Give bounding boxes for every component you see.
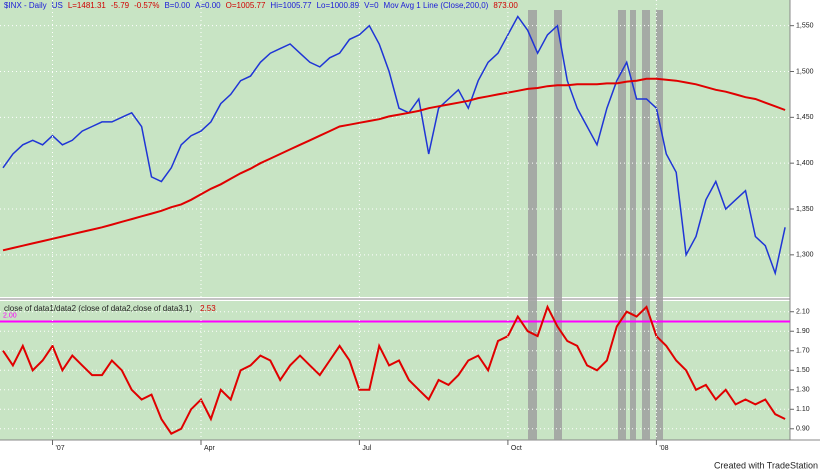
y-tick-label: 1,500: [796, 68, 814, 75]
header-item: US: [52, 1, 63, 10]
header-item: Hi=1005.77: [270, 1, 312, 10]
y-tick-label: 1,550: [796, 23, 814, 30]
highlight-bands: [528, 10, 663, 440]
y-tick-label: 1,350: [796, 206, 814, 213]
x-tick-label: Jul: [362, 445, 371, 452]
series-line: [2, 304, 786, 435]
band: [642, 10, 650, 440]
y-tick-label: 1.90: [796, 328, 810, 335]
header-item: A=0.00: [195, 1, 221, 10]
band: [656, 10, 663, 440]
indicator-title: close of data1/data2 (close of data2,clo…: [4, 304, 192, 313]
x-tick-label: Apr: [204, 445, 216, 452]
header-item: $INX - Daily: [4, 1, 47, 10]
y-tick-label: 1,300: [796, 252, 814, 259]
y-tick-label: 1.30: [796, 387, 810, 394]
y-tick-label: 0.90: [796, 426, 810, 433]
series-line: [2, 77, 786, 252]
x-tick-label: '07: [56, 445, 65, 452]
reference-label: 2.00: [3, 312, 17, 319]
y-tick-label: 1,400: [796, 160, 814, 167]
header-item: 873.00: [493, 1, 518, 10]
header-item: O=1005.77: [226, 1, 266, 10]
indicator-last-value: 2.53: [200, 304, 216, 313]
price-pane: [0, 0, 790, 297]
header-item: -5.79: [111, 1, 130, 10]
band: [618, 10, 626, 440]
band: [528, 10, 537, 440]
x-tick-label: Oct: [511, 445, 522, 452]
y-tick-label: 1.50: [796, 367, 810, 374]
x-tick-label: '08: [659, 445, 668, 452]
header-item: Lo=1000.89: [317, 1, 360, 10]
band: [554, 10, 562, 440]
series-line: [2, 15, 786, 276]
header-item: B=0.00: [164, 1, 190, 10]
header-item: Mov Avg 1 Line (Close,200,0): [384, 1, 489, 10]
y-tick-label: 1,450: [796, 114, 814, 121]
y-tick-label: 2.10: [796, 309, 810, 316]
header-item: L=1481.31: [68, 1, 107, 10]
header-item: -0.57%: [134, 1, 159, 10]
band: [630, 10, 636, 440]
header-item: V=0: [364, 1, 379, 10]
header: $INX - Daily US L=1481.31 -5.79 -0.57% B=0.00…: [4, 1, 518, 10]
y-tick-label: 1.10: [796, 406, 810, 413]
footer: Created with TradeStation: [714, 460, 818, 470]
y-tick-label: 1.70: [796, 348, 810, 355]
